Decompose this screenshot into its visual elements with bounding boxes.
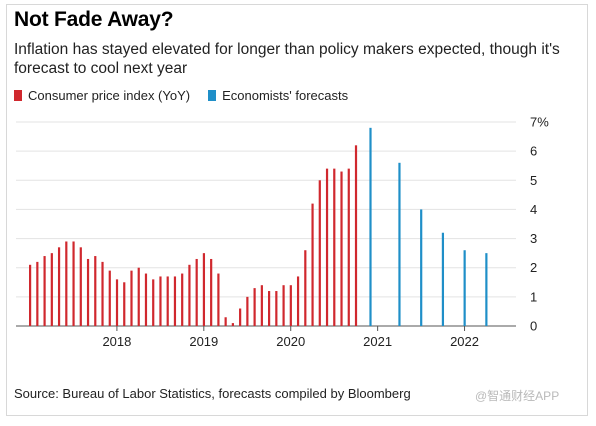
forecast-bar <box>463 250 466 326</box>
chart-frame <box>6 4 588 416</box>
source-note: Source: Bureau of Labor Statistics, fore… <box>14 386 411 401</box>
cpi-bar <box>43 256 46 326</box>
cpi-bar <box>86 258 90 326</box>
x-tick-label: 2022 <box>450 334 479 349</box>
legend-swatch-cpi <box>14 90 22 101</box>
cpi-bar <box>195 258 198 326</box>
y-tick-label: 7% <box>530 115 549 130</box>
cpi-bar <box>188 264 191 326</box>
cpi-bar <box>347 168 350 326</box>
x-tick-label: 2018 <box>102 334 131 349</box>
legend-label-forecasts: Economists' forecasts <box>222 88 349 103</box>
cpi-bar <box>217 273 220 326</box>
cpi-bar <box>210 258 213 326</box>
forecast-bar <box>420 209 423 326</box>
y-tick-label: 2 <box>530 260 537 275</box>
cpi-bar <box>268 291 271 326</box>
legend-label-cpi: Consumer price index (YoY) <box>28 88 191 103</box>
cpi-bar <box>166 276 169 326</box>
cpi-bar <box>101 261 104 326</box>
y-tick-label: 4 <box>530 202 537 217</box>
chart-title: Not Fade Away? <box>14 8 174 31</box>
x-tick-label: 2019 <box>189 334 218 349</box>
legend: Consumer price index (YoY) Economists' f… <box>14 88 348 103</box>
cpi-bar <box>311 203 314 326</box>
cpi-bar <box>144 273 148 326</box>
cpi-bar <box>79 247 82 326</box>
chart-subtitle: Inflation has stayed elevated for longer… <box>14 41 560 77</box>
cpi-bar <box>152 279 155 326</box>
cpi-bar <box>29 264 32 326</box>
cpi-bar <box>181 273 184 326</box>
cpi-bar <box>159 276 162 326</box>
cpi-bar <box>275 291 278 326</box>
cpi-bar <box>36 261 39 326</box>
x-tick-label: 2021 <box>363 334 392 349</box>
cpi-bar <box>340 171 343 326</box>
cpi-bar <box>72 241 75 326</box>
legend-item-forecasts: Economists' forecasts <box>208 88 348 103</box>
y-tick-label: 1 <box>530 289 537 304</box>
cpi-bar <box>246 296 249 326</box>
cpi-bar <box>224 317 227 326</box>
cpi-bar <box>296 276 300 326</box>
x-tick-label: 2020 <box>276 334 305 349</box>
cpi-bar <box>231 323 234 326</box>
cpi-bar <box>333 168 336 326</box>
cpi-bar <box>65 241 68 326</box>
cpi-bar <box>289 285 292 326</box>
y-tick-label: 0 <box>530 319 537 334</box>
y-tick-label: 3 <box>530 231 537 246</box>
cpi-bar <box>318 180 321 326</box>
cpi-bar <box>260 285 263 326</box>
y-tick-label: 5 <box>530 173 537 188</box>
watermark: @智通财经APP <box>475 389 560 403</box>
cpi-bar <box>173 276 177 326</box>
cpi-bar <box>130 270 133 326</box>
cpi-bar <box>115 279 119 326</box>
cpi-bar <box>94 256 97 326</box>
cpi-bar <box>239 308 242 326</box>
cpi-bar <box>354 145 358 326</box>
cpi-bar <box>50 253 53 326</box>
forecast-bar <box>485 253 488 326</box>
cpi-bar <box>202 253 206 326</box>
cpi-bar <box>325 168 329 326</box>
cpi-bar <box>253 288 256 326</box>
forecast-bar <box>398 162 401 326</box>
cpi-bar <box>282 285 285 326</box>
cpi-bar <box>137 267 140 326</box>
cpi-bar <box>108 270 111 326</box>
legend-item-cpi: Consumer price index (YoY) <box>14 88 190 103</box>
y-tick-label: 6 <box>530 144 537 159</box>
legend-swatch-forecasts <box>208 90 217 101</box>
cpi-bar <box>123 282 126 326</box>
cpi-bar <box>57 247 61 326</box>
cpi-bar <box>304 250 307 326</box>
forecast-bar <box>369 127 372 326</box>
forecast-bar <box>441 232 445 326</box>
